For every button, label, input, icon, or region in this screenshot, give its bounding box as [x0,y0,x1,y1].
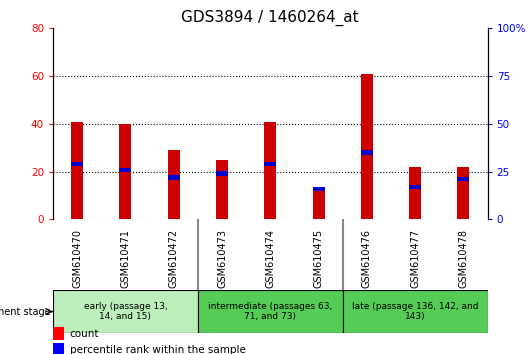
Bar [198,290,343,333]
Bar [216,160,228,219]
Title: GDS3894 / 1460264_at: GDS3894 / 1460264_at [181,9,359,25]
Bar [216,171,228,176]
Bar [343,290,488,333]
Bar [457,167,470,219]
Text: percentile rank within the sample: percentile rank within the sample [70,344,245,354]
Bar [71,121,83,219]
Text: GSM610470: GSM610470 [72,229,82,288]
Text: GSM610478: GSM610478 [458,229,469,288]
Text: intermediate (passages 63,
71, and 73): intermediate (passages 63, 71, and 73) [208,302,332,321]
Bar [361,74,373,219]
Bar [361,150,373,155]
Bar [53,290,198,333]
Bar [71,162,83,166]
Bar [167,150,180,219]
Text: count: count [70,329,99,339]
Bar [313,187,324,191]
Bar [409,167,421,219]
Bar [264,121,276,219]
Text: GSM610476: GSM610476 [362,229,372,288]
Text: late (passage 136, 142, and
143): late (passage 136, 142, and 143) [352,302,479,321]
Bar [119,124,131,219]
Text: GSM610472: GSM610472 [169,229,179,288]
Bar [119,168,131,172]
Text: GSM610477: GSM610477 [410,229,420,288]
Text: GSM610471: GSM610471 [120,229,130,288]
Bar [264,162,276,166]
Bar [167,175,180,179]
Text: early (passage 13,
14, and 15): early (passage 13, 14, and 15) [84,302,167,321]
Text: GSM610475: GSM610475 [314,229,324,288]
Text: development stage: development stage [0,307,50,316]
Text: GSM610473: GSM610473 [217,229,227,288]
Bar [53,343,64,354]
Bar [313,188,324,219]
Bar [457,177,470,182]
Bar [53,327,64,340]
Text: GSM610474: GSM610474 [266,229,275,288]
Bar [409,185,421,189]
